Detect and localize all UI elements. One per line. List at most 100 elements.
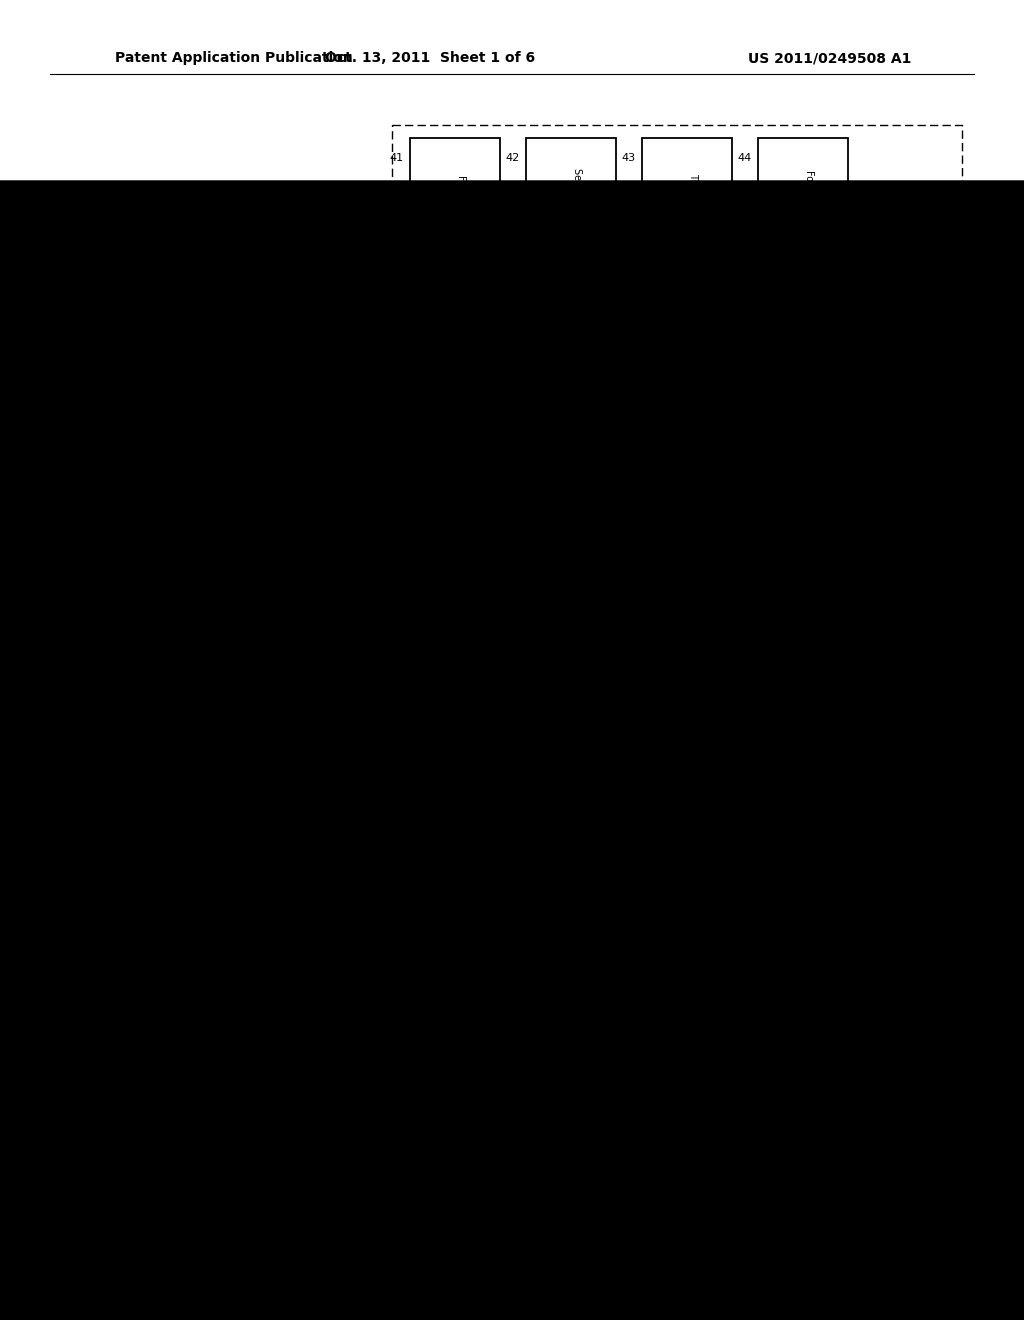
Text: BLKs: BLKs [843, 964, 867, 973]
Text: ST1: ST1 [573, 746, 583, 760]
Text: 5: 5 [267, 920, 273, 931]
Text: 1: 1 [362, 948, 369, 958]
Text: ST2: ST2 [387, 576, 396, 590]
Text: ...: ... [352, 756, 361, 767]
Bar [213, 554, 265, 935]
Text: 33: 33 [478, 309, 488, 321]
Text: Third voltage
generator: Third voltage generator [676, 173, 697, 238]
Text: MT: MT [525, 829, 535, 841]
Text: 44: 44 [737, 153, 752, 162]
Bar [462, 308, 504, 395]
Text: BLK(s-1): BLK(s-1) [750, 964, 791, 973]
Text: MT: MT [459, 829, 468, 841]
Text: ST2: ST2 [387, 746, 396, 760]
Text: BLC: BLC [307, 550, 326, 560]
Bar [526, 139, 616, 273]
Text: WL1: WL1 [508, 535, 516, 554]
Text: 33: 33 [526, 309, 536, 321]
Text: MT: MT [492, 829, 501, 841]
Bar [345, 657, 710, 733]
Text: WL0: WL0 [478, 535, 487, 554]
Text: Patent Application Publication: Patent Application Publication [115, 51, 352, 65]
Text: Oct. 13, 2011  Sheet 1 of 6: Oct. 13, 2011 Sheet 1 of 6 [325, 51, 536, 65]
Text: BL0: BL0 [341, 583, 350, 601]
Bar [642, 139, 732, 273]
Text: SGD Driver: SGD Driver [684, 326, 693, 376]
Text: SL: SL [339, 875, 350, 884]
Bar [740, 554, 890, 925]
Text: MT: MT [426, 829, 434, 841]
Text: SL: SL [339, 709, 350, 718]
Text: BLK0: BLK0 [425, 961, 455, 974]
Text: BLn: BLn [341, 754, 350, 771]
Text: 23: 23 [544, 411, 555, 420]
Text: WL Driver: WL Driver [623, 329, 632, 374]
Text: BLK1: BLK1 [775, 961, 805, 974]
Text: BL(n+1): BL(n+1) [341, 825, 350, 862]
Text: ST2: ST2 [387, 661, 396, 675]
Text: WL2: WL2 [537, 490, 546, 510]
Text: N2: N2 [307, 565, 321, 576]
Bar [420, 422, 482, 503]
Text: 6: 6 [338, 690, 344, 700]
Text: ST1: ST1 [573, 828, 583, 842]
Text: Second voltage
generator: Second voltage generator [560, 168, 582, 243]
Text: Block
decoder: Block decoder [431, 453, 471, 474]
Bar [345, 572, 710, 648]
Text: MT: MT [459, 577, 468, 589]
Bar [410, 308, 452, 395]
Text: 9: 9 [385, 433, 391, 444]
Text: 2: 2 [413, 420, 420, 430]
Text: 4: 4 [380, 190, 387, 201]
Text: BL1: BL1 [341, 668, 350, 685]
Bar [310, 430, 382, 488]
Text: SL: SL [339, 793, 350, 803]
Text: ST1: ST1 [573, 661, 583, 675]
Text: MT: MT [426, 663, 434, 673]
Text: 23: 23 [606, 411, 617, 420]
Text: SGD1: SGD1 [655, 487, 665, 512]
Text: SGD1: SGD1 [655, 532, 665, 557]
Text: 7: 7 [301, 502, 308, 511]
Text: 43: 43 [622, 153, 636, 162]
Text: WL0: WL0 [478, 490, 487, 510]
Text: Data address
command: Data address command [230, 405, 290, 425]
Text: MT: MT [525, 663, 535, 673]
Bar [340, 554, 715, 925]
Bar [758, 139, 848, 273]
Text: S/A: S/A [234, 735, 244, 754]
Text: First voltage
generator: First voltage generator [444, 176, 466, 235]
Text: 8: 8 [228, 453, 234, 463]
Text: Clamp_S: Clamp_S [198, 960, 243, 970]
Text: 31: 31 [655, 309, 665, 321]
Bar [110, 450, 225, 506]
Text: SGS Driver: SGS Driver [427, 326, 435, 376]
Text: 4: 4 [202, 973, 208, 983]
Text: 23: 23 [486, 411, 498, 420]
Text: MT: MT [525, 577, 535, 589]
Text: TG: TG [442, 494, 452, 506]
Text: 21: 21 [663, 411, 675, 420]
Text: MT: MT [459, 747, 468, 759]
Bar [392, 414, 962, 510]
Bar [740, 554, 810, 645]
Text: Fourth voltage
generator: Fourth voltage generator [793, 170, 814, 242]
Text: MT: MT [492, 747, 501, 759]
Text: MT: MT [492, 663, 501, 673]
Text: 41: 41 [390, 153, 404, 162]
Text: ST1: ST1 [573, 576, 583, 590]
Text: 6: 6 [338, 775, 344, 785]
Text: SGS1: SGS1 [442, 533, 452, 557]
Text: 33: 33 [460, 309, 470, 321]
Bar [606, 308, 648, 395]
Bar [392, 125, 962, 286]
Text: SL: SL [339, 623, 350, 632]
Bar [510, 308, 552, 395]
Text: MT: MT [525, 747, 535, 759]
Text: Controller: Controller [323, 454, 370, 465]
Text: WL Driver: WL Driver [478, 329, 487, 374]
Bar [392, 300, 962, 405]
Bar [345, 824, 710, 900]
Bar [820, 554, 890, 645]
Text: Data input
/output circuit: Data input /output circuit [135, 467, 200, 487]
